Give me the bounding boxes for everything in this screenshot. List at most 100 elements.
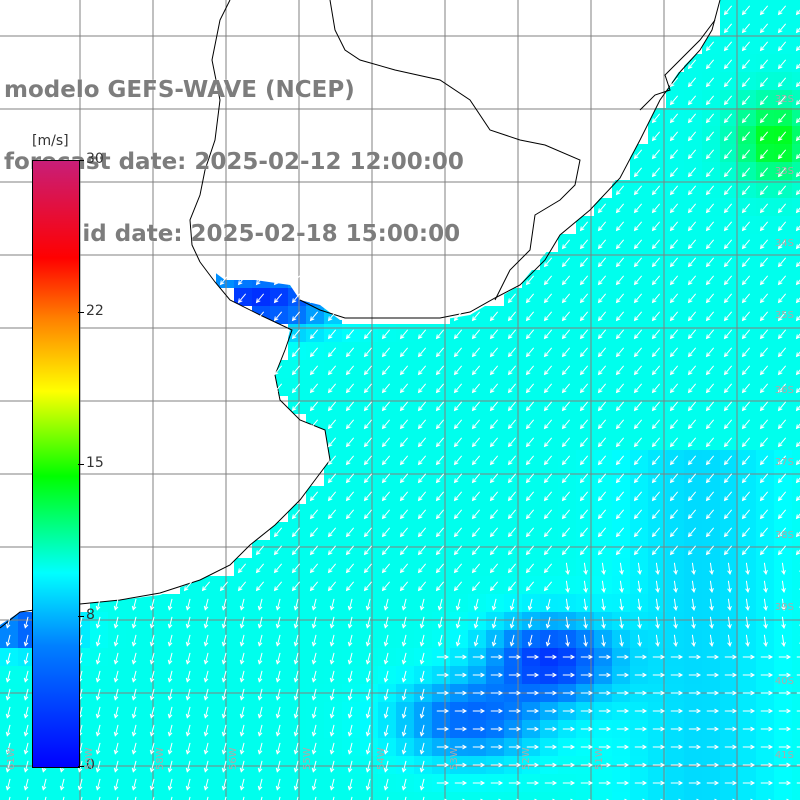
- wind-arrow: [597, 509, 607, 520]
- wind-arrow: [472, 744, 486, 750]
- wind-arrow: [651, 347, 661, 358]
- wind-arrow: [727, 598, 732, 611]
- wind-arrow: [687, 311, 697, 322]
- wind-arrow: [777, 527, 787, 538]
- wind-arrow: [149, 598, 155, 611]
- wind-arrow: [508, 762, 522, 768]
- wind-arrow: [329, 760, 335, 773]
- wind-arrow: [508, 708, 522, 714]
- wind-arrow: [741, 275, 751, 286]
- wind-arrow: [525, 275, 535, 286]
- wind-arrow: [525, 347, 535, 358]
- wind-arrow: [652, 690, 666, 696]
- wind-arrow: [723, 77, 733, 88]
- wind-arrow: [363, 491, 373, 502]
- land-area-west: [0, 0, 330, 625]
- wind-arrow: [777, 5, 787, 16]
- wind-arrow: [527, 598, 533, 611]
- wind-arrow: [453, 347, 463, 358]
- wind-arrow: [185, 670, 191, 683]
- wind-arrow: [727, 580, 732, 593]
- wind-arrow: [5, 778, 11, 791]
- wind-arrow: [687, 509, 697, 520]
- wind-arrow: [544, 708, 558, 714]
- wind-arrow: [724, 690, 738, 696]
- wind-arrow: [401, 616, 407, 629]
- wind-arrow: [309, 419, 319, 430]
- wind-arrow: [255, 581, 265, 592]
- wind-arrow: [239, 634, 245, 647]
- wind-arrow: [543, 437, 553, 448]
- wind-arrow: [472, 726, 486, 732]
- speed-cell: [792, 216, 800, 234]
- wind-arrow: [669, 113, 679, 124]
- wind-arrow: [309, 311, 319, 322]
- title-block: modelo GEFS-WAVE (NCEP) forecast date: 2…: [4, 30, 464, 294]
- wind-arrow: [633, 329, 643, 340]
- wind-arrow: [778, 690, 792, 696]
- wind-arrow: [688, 780, 702, 786]
- lat-label: 39S: [774, 602, 794, 613]
- wind-arrow: [637, 562, 642, 575]
- wind-arrow: [759, 329, 769, 340]
- wind-arrow: [687, 347, 697, 358]
- wind-arrow: [777, 239, 787, 250]
- wind-arrow: [705, 365, 715, 376]
- wind-arrow: [472, 690, 486, 696]
- wind-arrow: [23, 634, 29, 647]
- wind-arrow: [5, 670, 11, 683]
- wind-arrow: [760, 654, 774, 660]
- wind-arrow: [634, 708, 648, 714]
- wind-arrow: [113, 724, 119, 737]
- wind-arrow: [419, 634, 425, 647]
- speed-cell: [396, 792, 414, 800]
- wind-arrow: [583, 580, 588, 593]
- wind-arrow: [473, 598, 479, 611]
- wind-arrow: [601, 634, 606, 647]
- wind-arrow: [525, 545, 535, 556]
- wind-arrow: [597, 527, 607, 538]
- wind-arrow: [23, 760, 29, 773]
- wind-arrow: [669, 527, 679, 538]
- wind-arrow: [453, 311, 463, 322]
- wind-arrow: [759, 257, 769, 268]
- wind-arrow: [436, 762, 450, 768]
- wind-arrow: [422, 796, 425, 800]
- colorbar-tick-mark: [78, 312, 84, 313]
- wind-arrow: [417, 401, 427, 412]
- wind-arrow: [723, 257, 733, 268]
- wind-arrow: [365, 598, 371, 611]
- wind-arrow: [687, 365, 697, 376]
- wind-arrow: [489, 563, 499, 574]
- wind-arrow: [598, 672, 612, 678]
- wind-arrow: [795, 351, 800, 358]
- wind-arrow: [561, 329, 571, 340]
- wind-arrow: [705, 437, 715, 448]
- wind-arrow: [471, 311, 481, 322]
- wind-arrow: [545, 616, 551, 629]
- speed-cell: [756, 792, 774, 800]
- wind-arrow: [669, 167, 679, 178]
- wind-arrow: [543, 275, 553, 286]
- speed-cell: [540, 792, 558, 800]
- wind-arrow: [601, 562, 606, 575]
- speed-cell: [792, 468, 800, 486]
- wind-arrow: [490, 726, 504, 732]
- wind-arrow: [583, 598, 588, 611]
- wind-arrow: [723, 527, 733, 538]
- wind-arrow: [723, 221, 733, 232]
- lon-label: 51W: [594, 747, 605, 770]
- wind-arrow: [705, 149, 715, 160]
- wind-arrow: [508, 690, 522, 696]
- wind-arrow: [345, 347, 355, 358]
- wind-arrow: [615, 455, 625, 466]
- wind-arrow: [327, 365, 337, 376]
- wind-arrow: [633, 293, 643, 304]
- wind-arrow: [669, 509, 679, 520]
- wind-arrow: [436, 744, 450, 750]
- speed-cell: [792, 414, 800, 432]
- wind-arrow: [5, 688, 11, 701]
- wind-arrow: [508, 726, 522, 732]
- wind-arrow: [363, 365, 373, 376]
- wind-arrow: [705, 41, 715, 52]
